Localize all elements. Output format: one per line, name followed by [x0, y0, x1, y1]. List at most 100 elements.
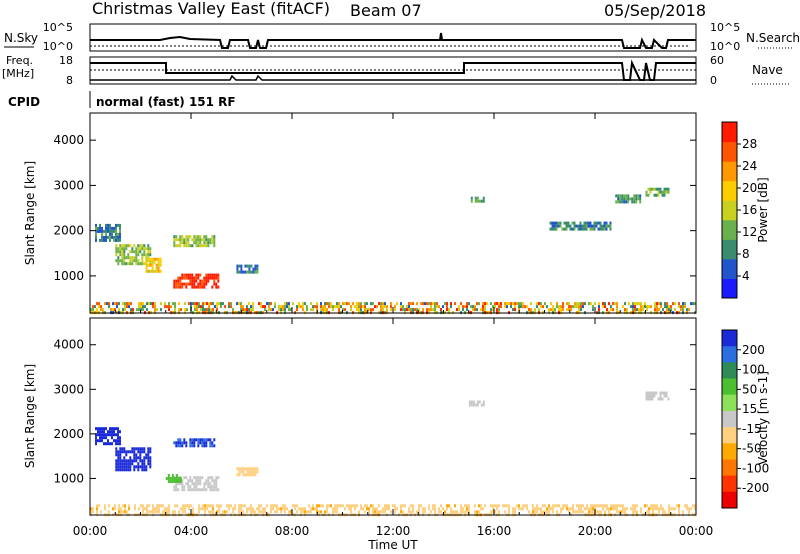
heatmap-cell — [496, 308, 498, 312]
colorbar-band — [722, 362, 737, 380]
heatmap-cell — [366, 302, 368, 306]
heatmap-cell — [684, 504, 686, 508]
heatmap-cell — [242, 504, 244, 508]
heatmap-cell — [119, 468, 122, 472]
heatmap-cell — [129, 450, 132, 454]
heatmap-cell — [117, 238, 119, 242]
heatmap-cell — [346, 504, 348, 508]
heatmap-cell — [207, 273, 210, 277]
heatmap-cell — [320, 308, 322, 312]
heatmap-cell — [126, 302, 128, 306]
heatmap-cell — [574, 302, 576, 306]
heatmap-cell — [665, 190, 668, 194]
heatmap-cell — [636, 302, 638, 306]
heatmap-cell — [472, 403, 475, 407]
heatmap-cell — [107, 442, 109, 446]
heatmap-cell — [512, 510, 514, 514]
heatmap-cell — [207, 482, 210, 486]
heatmap-cell — [262, 305, 264, 309]
heatmap-cell — [686, 504, 688, 508]
heatmap-cell — [594, 302, 596, 306]
heatmap-cell — [143, 462, 146, 466]
heatmap-cell — [145, 263, 148, 267]
heatmap-cell — [177, 282, 180, 286]
heatmap-cell — [216, 305, 218, 309]
heatmap-cell — [578, 302, 580, 306]
heatmap-cell — [197, 273, 200, 277]
heatmap-cell — [366, 308, 368, 312]
heatmap-cell — [122, 504, 124, 508]
heatmap-cell — [520, 507, 522, 511]
heatmap-cell — [386, 308, 388, 312]
heatmap-cell — [108, 510, 110, 514]
heatmap-cell — [608, 507, 610, 511]
heatmap-cell — [616, 305, 618, 309]
heatmap-cell — [95, 235, 97, 239]
heatmap-cell — [124, 302, 126, 306]
heatmap-cell — [129, 465, 132, 469]
heatmap-cell — [609, 227, 612, 231]
heatmap-cell — [580, 305, 582, 309]
heatmap-cell — [132, 308, 134, 312]
heatmap-cell — [468, 507, 470, 511]
heatmap-cell — [462, 507, 464, 511]
heatmap-cell — [111, 229, 113, 233]
heatmap-cell — [580, 510, 582, 514]
heatmap-cell — [406, 305, 408, 309]
heatmap-cell — [178, 308, 180, 312]
heatmap-cell — [114, 308, 116, 312]
heatmap-cell — [338, 308, 340, 312]
heatmap-cell — [240, 504, 242, 508]
heatmap-cell — [127, 262, 130, 266]
heatmap-cell — [197, 285, 200, 289]
heatmap-cell — [200, 507, 202, 511]
heatmap-cell — [576, 305, 578, 309]
heatmap-cell — [630, 507, 632, 511]
heatmap-cell — [199, 235, 202, 239]
heatmap-cell — [647, 193, 650, 197]
heatmap-cell — [191, 479, 194, 483]
heatmap-cell — [177, 441, 180, 445]
heatmap-cell — [563, 221, 566, 225]
heatmap-cell — [664, 302, 666, 306]
heatmap-cell — [103, 238, 105, 242]
heatmap-cell — [149, 247, 152, 251]
heatmap-cell — [394, 510, 396, 514]
heatmap-cell — [143, 447, 146, 451]
heatmap-cell — [649, 397, 652, 401]
heatmap-cell — [186, 504, 188, 508]
heatmap-cell — [203, 485, 206, 489]
heatmap-cell — [650, 305, 652, 309]
heatmap-cell — [622, 504, 624, 508]
heatmap-cell — [270, 308, 272, 312]
heatmap-cell — [119, 223, 121, 227]
heatmap-cell — [474, 199, 477, 203]
heatmap-cell — [149, 447, 152, 451]
heatmap-cell — [119, 247, 122, 251]
heatmap-cell — [406, 308, 408, 312]
plot-title: Christmas Valley East (fitACF) — [92, 0, 330, 18]
heatmap-cell — [197, 244, 200, 248]
heatmap-cell — [650, 504, 652, 508]
heatmap-cell — [173, 282, 176, 286]
heatmap-cell — [266, 504, 268, 508]
heatmap-cell — [119, 253, 122, 257]
heatmap-cell — [653, 193, 656, 197]
heatmap-cell — [205, 441, 208, 445]
heatmap-cell — [544, 510, 546, 514]
heatmap-cell — [191, 444, 194, 448]
heatmap-cell — [104, 504, 106, 508]
heatmap-cell — [139, 262, 142, 266]
heatmap-cell — [200, 305, 202, 309]
heatmap-cell — [382, 507, 384, 511]
heatmap-cell — [181, 241, 184, 245]
heatmap-cell — [141, 247, 144, 251]
heatmap-cell — [430, 510, 432, 514]
heatmap-cell — [432, 302, 434, 306]
heatmap-cell — [432, 507, 434, 511]
heatmap-cell — [138, 305, 140, 309]
heatmap-cell — [454, 302, 456, 306]
heatmap-cell — [133, 256, 136, 260]
heatmap-cell — [508, 302, 510, 306]
heatmap-cell — [593, 224, 596, 228]
